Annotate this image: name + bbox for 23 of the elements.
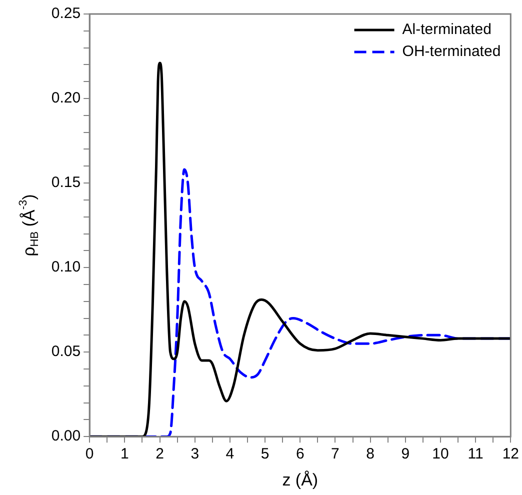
x-tick-label: 4 [226,446,234,463]
y-tick-label: 0.05 [51,343,81,360]
legend-label: Al-terminated [402,21,492,38]
x-tick-label: 11 [468,446,484,463]
x-tick-label: 9 [401,446,410,463]
legend-label: OH-terminated [402,43,501,60]
x-tick-label: 2 [156,446,164,463]
x-tick-label: 7 [331,446,340,463]
y-tick-label: 0.25 [51,5,81,22]
x-tick-label: 5 [260,446,270,463]
y-tick-label: 0.20 [51,90,81,107]
x-tick-label: 3 [190,446,200,463]
y-tick-label: 0.00 [51,428,81,445]
x-tick-label: 8 [366,446,374,463]
x-tick-label: 12 [502,446,519,463]
y-axis-title: ρHB (Å-3) [17,194,42,256]
x-tick-label: 0 [85,446,94,463]
x-tick-label: 6 [296,446,304,463]
x-tick-label: 10 [432,446,449,463]
x-tick-label: 1 [120,446,129,463]
x-axis-title: z (Å) [282,470,318,490]
y-tick-label: 0.15 [51,174,81,192]
y-tick-label: 0.10 [51,258,81,276]
